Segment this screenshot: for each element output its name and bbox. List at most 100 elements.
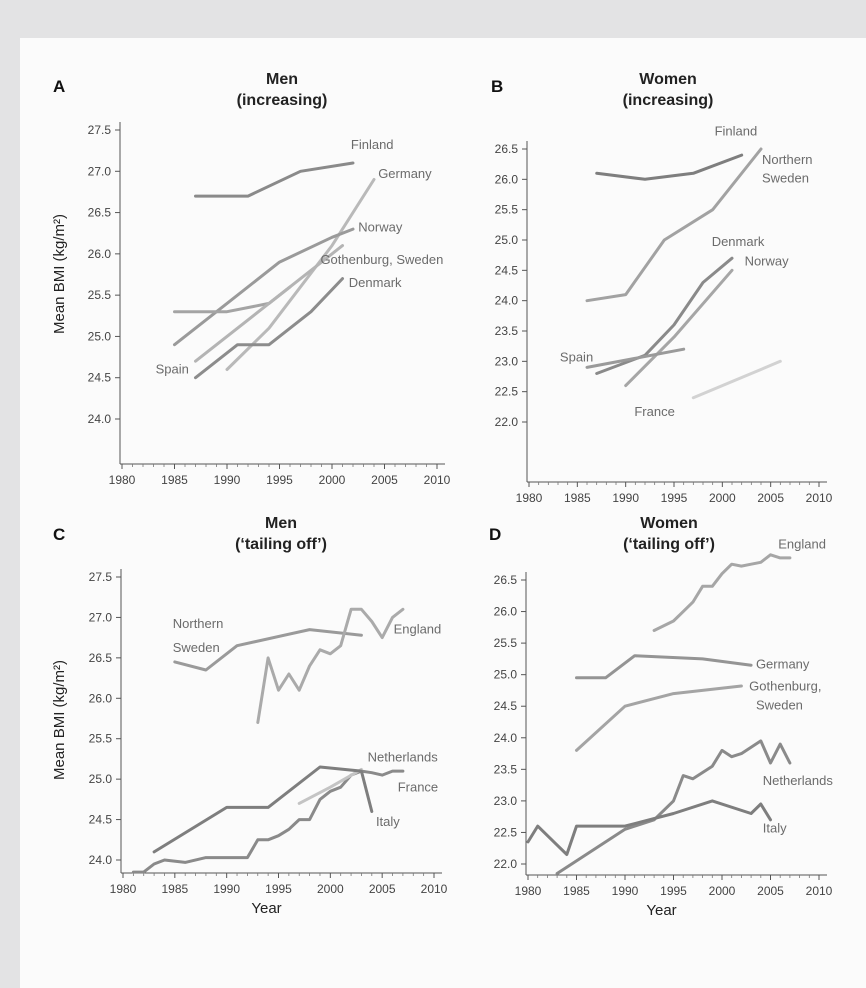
panel-b-x-tick-label: 1985 [564,491,591,505]
panel-b-x-tick-label: 2000 [709,491,736,505]
panel-b-series-france [691,359,782,400]
panel-a-y-axis-label: Mean BMI (kg/m²) [51,214,68,334]
panel-b-series-label: Spain [560,349,593,364]
panel-a-series-spain [194,244,344,363]
panel-c-x-tick-label: 1990 [213,882,240,896]
panel-d-x-axis-label: Year [646,902,676,919]
panel-d-series-england [652,553,792,632]
panel-c-letter: C [53,525,65,544]
panel-c-series-france [297,767,363,805]
panel-b-y-tick-label: 22.0 [495,415,519,429]
panel-d-y-tick-label: 26.0 [494,605,518,619]
panel-b-x-tick-label: 1995 [661,491,688,505]
panel-b-y-tick-label: 24.0 [495,294,519,308]
figure-svg: A Men (increasing) 24.0 24.5 25.0 25.5 26.0 26.5… [51,71,834,919]
figure-card: A Men (increasing) 24.0 24.5 25.0 25.5 26.0 26.5… [20,38,866,988]
panel-b-series-norway [624,268,734,388]
panel-a-series-label: Finland [351,137,394,152]
panel-a-x-tick-label: 2000 [319,473,346,487]
panel-d-x-tick-label: 1990 [612,884,639,898]
panel-d-title-line1: Women [640,515,697,532]
panel-d-x-tick-label: 1980 [515,884,542,898]
panel-b-title-line2: (increasing) [623,92,714,109]
panel-d-x-tick-label: 2005 [757,884,784,898]
panel-b-y-tick-label: 25.0 [495,233,519,247]
panel-c-y-axis-label: Mean BMI (kg/m²) [51,660,68,780]
panel-d-series-italy [526,799,772,856]
panel-b-series-label: Denmark [712,234,765,249]
panel-d-series-germany [575,654,753,680]
panel-a-x-tick-label: 1985 [161,473,188,487]
panel-c-title-line1: Men [265,515,297,532]
panel-a-title-line2: (increasing) [237,92,328,109]
panel-c-x-tick-label: 2000 [317,882,344,896]
panel-c-series-label: Northern [173,616,224,631]
panel-c-series-england [256,607,405,724]
panel-a-title-line1: Men [266,71,298,88]
panel-d-series-label: Sweden [756,697,803,712]
panel-d-series-gothenburg-sweden [575,684,743,752]
panel-b-x-tick-label: 1990 [612,491,639,505]
panel-a-y-tick-label: 26.5 [88,206,112,220]
panel-a-series-norway [173,227,355,347]
panel-c-y-tick-label: 26.0 [89,691,113,705]
panel-d-y-tick-label: 25.5 [494,636,518,650]
panel-a-y-tick-label: 25.5 [88,288,112,302]
panel-c-title-line2: (‘tailing off’) [235,536,327,553]
panel-d-y-tick-label: 25.0 [494,668,518,682]
panel-b-y-tick-label: 23.5 [495,324,519,338]
panel-a-x-tick-label: 1995 [266,473,293,487]
panel-b-series-spain [585,347,686,369]
panel-d-title-line2: (‘tailing off’) [623,536,715,553]
panel-a-y-tick-label: 24.5 [88,371,112,385]
panel-d-series-label: Netherlands [763,773,834,788]
panel-b-x-tick-label: 2010 [806,491,833,505]
panel-a-x-tick-label: 2005 [371,473,398,487]
panel-c-x-tick-label: 1980 [110,882,137,896]
panel-c-x-axis-label: Year [251,900,281,917]
panel-c-series-label: Italy [376,814,400,829]
panel-c-series-label: Netherlands [368,749,439,764]
panel-c-y-tick-label: 26.5 [89,651,113,665]
panel-c-y-tick-label: 25.5 [89,732,113,746]
panel-d-y-tick-label: 22.5 [494,825,518,839]
panel-a-x-tick-label: 2010 [424,473,451,487]
panel-a-series-label: Spain [156,362,189,377]
panel-b-y-tick-label: 22.5 [495,385,519,399]
panel-c-x-tick-label: 1985 [161,882,188,896]
panel-a-y-tick-label: 27.0 [88,164,112,178]
panel-c-y-tick-label: 27.0 [89,610,113,624]
panel-c-y-tick-label: 24.0 [89,853,113,867]
panel-b-series-label: Finland [715,124,758,139]
panel-a-series-denmark [194,277,344,380]
panel-c-y-tick-label: 25.0 [89,772,113,786]
panel-b-series-label: Northern [762,152,813,167]
panel-c-series-northern-sweden [173,628,363,672]
panel-b-y-tick-label: 26.5 [495,142,519,156]
panel-d-y-tick-label: 26.5 [494,573,518,587]
panel-d-x-tick-label: 1995 [660,884,687,898]
panel-a-series-germany [225,178,376,371]
panel-b-y-tick-label: 24.5 [495,263,519,277]
panel-a-series-label: Germany [378,166,432,181]
panel-d-y-tick-label: 23.5 [494,762,518,776]
panel-b-series-finland [595,153,744,181]
panel-d-series-label: Gothenburg, [749,678,821,693]
panel-a-series-label: Denmark [349,275,402,290]
panel-a-x-tick-label: 1990 [214,473,241,487]
panel-c-series-italy [152,765,374,854]
panel-c-x-tick-label: 2010 [421,882,448,896]
panel-b-letter: B [491,77,503,96]
panel-c-y-tick-label: 24.5 [89,813,113,827]
panel-c-series-label: Sweden [173,640,220,655]
panel-d-series-label: England [778,536,826,551]
panel-d-series-label: Germany [756,656,810,671]
panel-c-x-tick-label: 2005 [369,882,396,896]
panel-d-x-tick-label: 2010 [806,884,833,898]
panel-a-letter: A [53,77,65,96]
panel-c-x-tick-label: 1995 [265,882,292,896]
panel-a-y-tick-label: 27.5 [88,123,112,137]
panel-c-series-label: France [398,779,438,794]
panel-a-y-tick-label: 24.0 [88,412,112,426]
panel-a-series-label: Gothenburg, Sweden [320,252,443,267]
